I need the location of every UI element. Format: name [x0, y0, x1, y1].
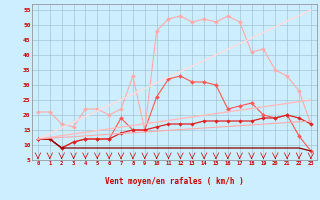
X-axis label: Vent moyen/en rafales ( km/h ): Vent moyen/en rafales ( km/h ): [105, 178, 244, 186]
